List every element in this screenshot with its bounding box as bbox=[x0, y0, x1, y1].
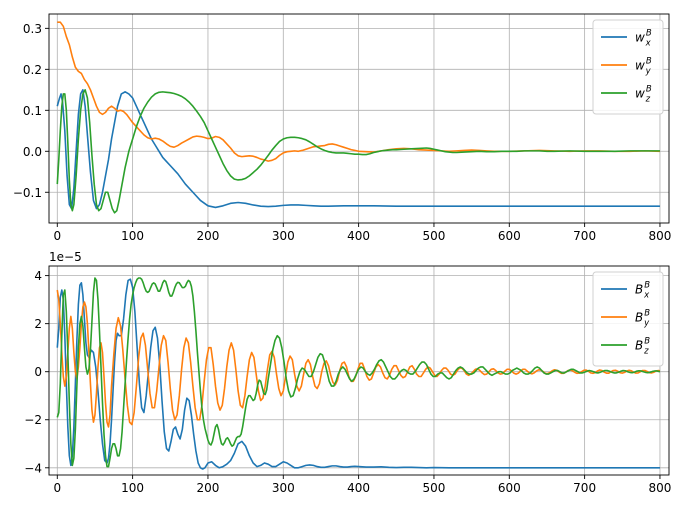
legend-box bbox=[592, 271, 664, 367]
legend-box bbox=[592, 19, 664, 115]
x-tick-label: 100 bbox=[121, 229, 144, 243]
x-tick-label: 700 bbox=[573, 481, 596, 495]
y-tick-label: 0 bbox=[34, 365, 42, 379]
series-line-B_z-B bbox=[56, 277, 661, 468]
series-line-w_z-B bbox=[56, 89, 660, 214]
x-tick-label: 400 bbox=[347, 229, 370, 243]
x-tick-label: 500 bbox=[423, 481, 446, 495]
y-tick-label: 0.0 bbox=[23, 145, 42, 159]
y-offset-label: 1e−5 bbox=[49, 250, 82, 264]
x-tick-label: 200 bbox=[197, 229, 220, 243]
y-tick-label: 4 bbox=[34, 269, 42, 283]
x-tick-label: 700 bbox=[573, 229, 596, 243]
legend-label: BB x bbox=[635, 281, 650, 301]
y-tick-label: 2 bbox=[34, 317, 42, 331]
x-tick-label: 600 bbox=[498, 229, 521, 243]
y-tick-label: 0.3 bbox=[23, 22, 42, 36]
x-tick-label: 600 bbox=[498, 481, 521, 495]
series-line-w_x-B bbox=[56, 89, 660, 210]
x-tick-label: 200 bbox=[197, 481, 220, 495]
legend-label: wB z bbox=[635, 85, 652, 105]
y-tick-label: 0.1 bbox=[23, 104, 42, 118]
series-line-w_y-B bbox=[57, 21, 660, 162]
top-panel: 0 100 200 300 400 500 600 700 800 −0.1 0.0 0.1 0.2 0.… bbox=[13, 13, 672, 243]
legend: BB x BB y BB z bbox=[592, 271, 664, 367]
x-tick-label: 800 bbox=[649, 481, 672, 495]
x-tick-label: 100 bbox=[121, 481, 144, 495]
series-line-B_x-B bbox=[56, 278, 660, 470]
legend-label: wB y bbox=[635, 57, 652, 77]
y-tick-label: −0.1 bbox=[13, 186, 42, 200]
legend: wB x wB y wB z bbox=[592, 19, 664, 115]
x-tick-label: 400 bbox=[347, 481, 370, 495]
x-tick-label: 0 bbox=[53, 481, 61, 495]
x-tick-label: 800 bbox=[649, 229, 672, 243]
x-tick-label: 300 bbox=[272, 481, 295, 495]
legend-label: wB x bbox=[635, 29, 652, 49]
legend-label: BB y bbox=[635, 309, 650, 329]
x-tick-label: 0 bbox=[53, 229, 61, 243]
y-tick-label: −2 bbox=[24, 413, 42, 427]
x-tick-label: 300 bbox=[272, 229, 295, 243]
y-tick-label: 0.2 bbox=[23, 63, 42, 77]
y-tick-label: −4 bbox=[24, 461, 42, 475]
legend-label: BB z bbox=[635, 337, 650, 357]
x-tick-label: 500 bbox=[423, 229, 446, 243]
